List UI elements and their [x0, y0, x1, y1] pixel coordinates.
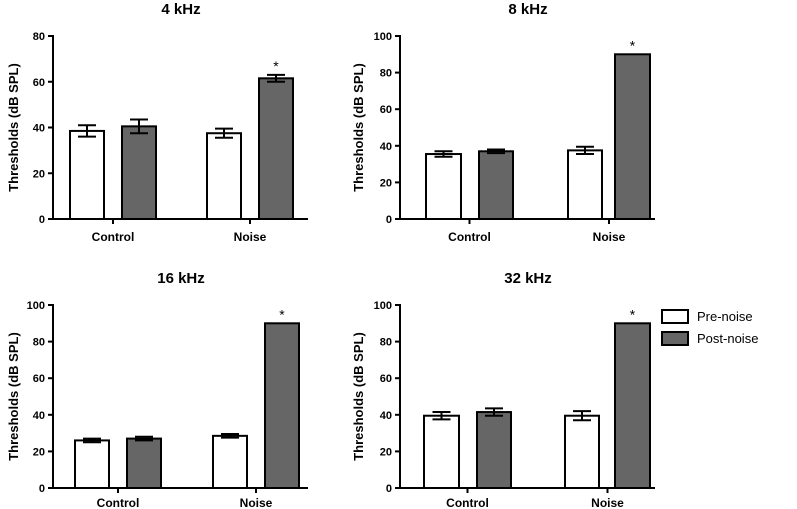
x-tick-label: Control [448, 230, 491, 244]
bar-pre-noise-control [423, 414, 460, 489]
y-axis-label: Thresholds (dB SPL) [351, 63, 366, 192]
bar-pre-noise-noise [212, 434, 248, 489]
significance-marker: * [279, 306, 285, 322]
legend-swatch-pre-noise [661, 309, 689, 324]
y-tick-label: 20 [380, 177, 392, 189]
x-tick-label: Noise [240, 496, 273, 509]
y-tick-label: 80 [33, 31, 45, 43]
y-tick-label: 60 [380, 373, 392, 385]
panel-title: 8 kHz [508, 1, 547, 18]
y-tick-label: 80 [380, 68, 392, 80]
bar-pre-noise-noise [567, 149, 603, 220]
chart-panel: 16 kHz Thresholds (dB SPL) 0 20 40 60 80 100 Con… [6, 270, 308, 509]
bar-post-noise-noise [614, 53, 651, 220]
y-axis-label: Thresholds (dB SPL) [6, 63, 21, 192]
y-tick-label: 40 [33, 123, 45, 135]
bar-pre-noise-control [69, 129, 105, 220]
bar-post-noise-control [476, 411, 512, 489]
panel-title: 4 kHz [161, 1, 200, 18]
y-tick-label: 40 [33, 410, 45, 422]
chart-panel: 4 kHz Thresholds (dB SPL) 0 20 40 60 80 Control… [6, 1, 308, 244]
bar-pre-noise-control [74, 439, 110, 490]
bar-post-noise-control [121, 125, 157, 220]
panel-title: 16 kHz [157, 270, 205, 287]
y-tick-label: 40 [380, 410, 392, 422]
legend: Pre-noise Post-noise [661, 309, 758, 346]
y-tick-label: 100 [374, 31, 392, 43]
panel-title: 32 kHz [504, 270, 552, 287]
bar-pre-noise-control [425, 153, 462, 220]
bar-pre-noise-noise [206, 132, 242, 220]
significance-marker: * [630, 37, 636, 53]
legend-label-post-noise: Post-noise [697, 331, 758, 346]
significance-marker: * [630, 306, 636, 322]
y-axis-label: Thresholds (dB SPL) [6, 332, 21, 461]
y-tick-label: 60 [380, 104, 392, 116]
y-tick-label: 0 [39, 214, 45, 226]
bar-post-noise-control [478, 150, 514, 220]
legend-label-pre-noise: Pre-noise [697, 309, 753, 324]
y-tick-label: 40 [380, 141, 392, 153]
bar-post-noise-noise [258, 77, 294, 220]
bar-post-noise-noise [614, 322, 651, 489]
y-tick-label: 0 [39, 483, 45, 495]
y-tick-label: 60 [33, 373, 45, 385]
y-tick-label: 0 [386, 214, 392, 226]
bar-pre-noise-noise [564, 414, 600, 489]
y-tick-label: 100 [27, 300, 45, 312]
x-tick-label: Noise [591, 496, 624, 509]
x-tick-label: Control [97, 496, 140, 509]
y-tick-label: 100 [374, 300, 392, 312]
legend-swatch-post-noise [661, 331, 689, 346]
y-tick-label: 20 [33, 446, 45, 458]
x-tick-label: Noise [234, 230, 267, 244]
y-tick-label: 20 [380, 446, 392, 458]
y-tick-label: 80 [33, 337, 45, 349]
x-tick-label: Control [92, 230, 135, 244]
y-tick-label: 60 [33, 77, 45, 89]
bar-post-noise-control [126, 437, 162, 489]
y-tick-label: 80 [380, 337, 392, 349]
chart-panel: 8 kHz Thresholds (dB SPL) 0 20 40 60 80 100 Cont… [351, 1, 655, 244]
y-tick-label: 0 [386, 483, 392, 495]
significance-marker: * [273, 58, 279, 74]
x-tick-label: Noise [593, 230, 626, 244]
bar-post-noise-noise [264, 322, 300, 489]
y-axis-label: Thresholds (dB SPL) [351, 332, 366, 461]
y-tick-label: 20 [33, 168, 45, 180]
chart-panel: 32 kHz Thresholds (dB SPL) 0 20 40 60 80 100 Con… [351, 270, 655, 509]
x-tick-label: Control [446, 496, 489, 509]
